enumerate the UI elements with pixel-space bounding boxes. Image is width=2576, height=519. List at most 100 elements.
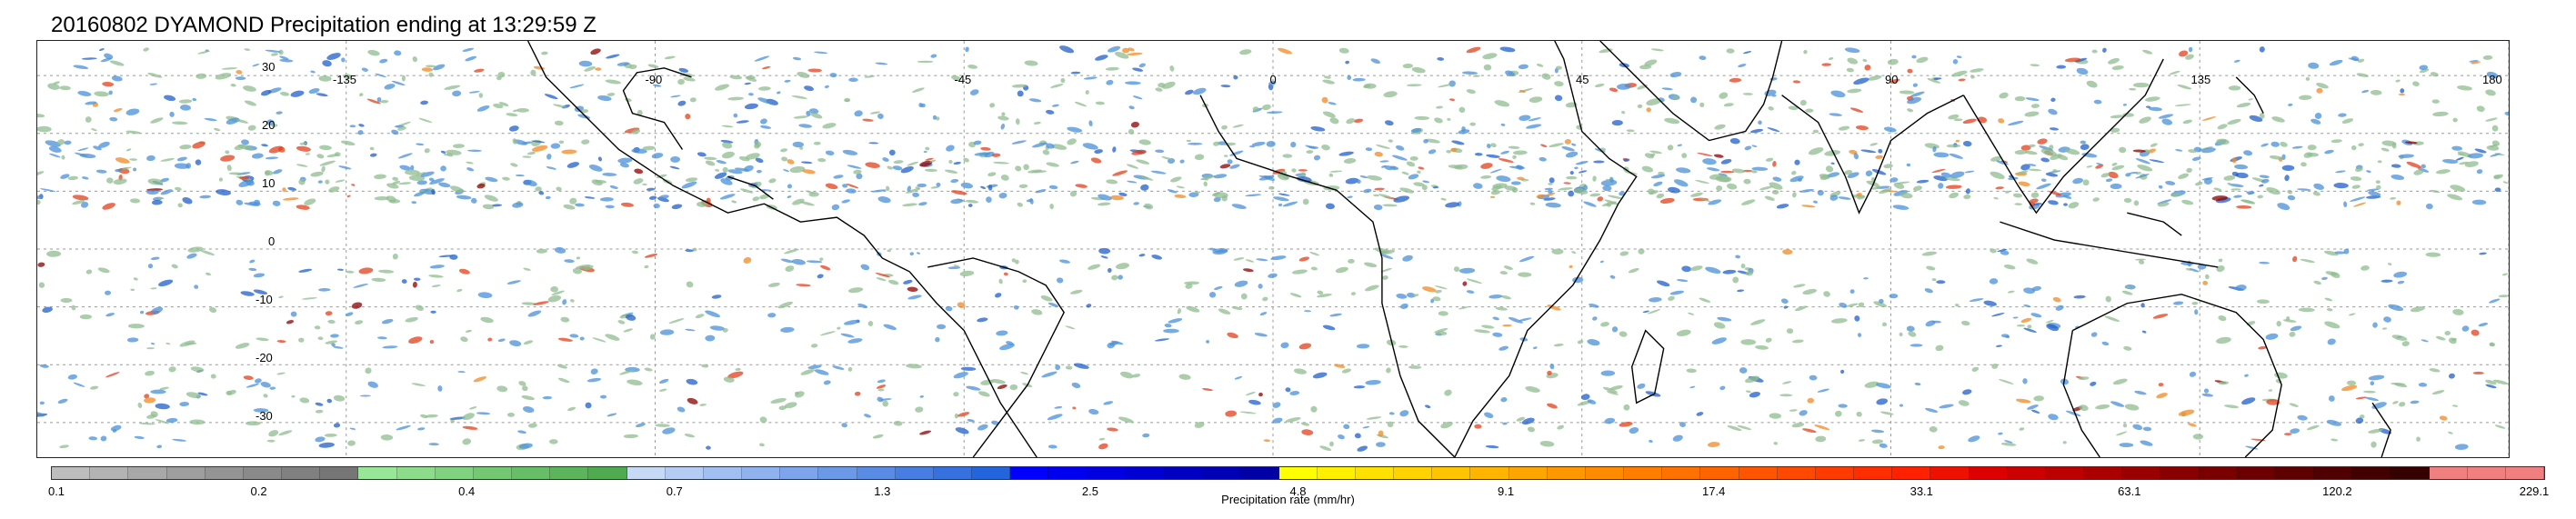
precip-cell [270, 53, 279, 56]
precip-cell [396, 424, 411, 431]
precip-cell [171, 121, 188, 125]
precip-cell [2046, 324, 2060, 332]
precip-cell [533, 65, 546, 70]
precip-cell [2135, 174, 2150, 179]
precip-cell [658, 378, 669, 384]
precip-cell [1448, 80, 1456, 87]
precip-cell [2259, 261, 2270, 264]
precip-cell [1245, 194, 1262, 197]
precip-cell [876, 277, 887, 282]
precip-cell [1440, 197, 1447, 201]
precip-cell [1765, 157, 1774, 162]
precip-cell [1854, 315, 1860, 322]
precip-cell [2033, 203, 2042, 205]
precip-cell [807, 68, 822, 73]
precip-cell [72, 200, 85, 205]
precip-cell [787, 195, 792, 198]
precip-cell [476, 412, 491, 415]
precip-cell [847, 366, 853, 372]
precip-cell [1527, 426, 1536, 433]
precip-cell [1263, 175, 1276, 181]
precip-cell [1611, 120, 1623, 126]
precip-cell [1695, 179, 1709, 185]
colorbar-swatch [320, 467, 359, 479]
precip-cell [1954, 304, 1960, 307]
precip-cell [823, 380, 831, 385]
precip-cell [1518, 272, 1532, 277]
precip-cell [1303, 310, 1312, 313]
precip-cell [2356, 73, 2369, 77]
precip-cell [506, 280, 521, 284]
precip-cell [609, 185, 618, 189]
precip-cell [1797, 177, 1802, 182]
precip-cell [1856, 193, 1862, 197]
precip-cell [365, 367, 372, 374]
precip-cell [2364, 396, 2379, 402]
precip-cell [2140, 440, 2153, 446]
precip-cell [2014, 149, 2028, 155]
precip-cell [906, 187, 921, 194]
precip-cell [735, 167, 750, 172]
precip-cell [1417, 170, 1421, 174]
precip-cell [677, 78, 685, 85]
precip-cell [1133, 202, 1139, 205]
precip-cell [2468, 153, 2484, 159]
precip-cell [2105, 178, 2113, 183]
precip-cell [590, 48, 601, 55]
precip-cell [1960, 320, 1970, 326]
precip-cell [2227, 118, 2241, 125]
precip-cell [1296, 175, 1312, 183]
precip-cell [1179, 159, 1185, 164]
precip-cell [1242, 268, 1254, 273]
precip-cell [2129, 172, 2139, 175]
precip-cell [1272, 196, 1289, 202]
precip-cell [998, 278, 1003, 284]
precip-cell [1952, 59, 1959, 65]
precip-cell [1231, 305, 1243, 311]
precip-cell [371, 277, 386, 282]
precip-cell [1681, 265, 1692, 273]
precip-cell [77, 147, 89, 152]
precip-cell [2186, 167, 2193, 174]
precip-cell [991, 379, 1006, 384]
precip-cell [491, 204, 503, 207]
precip-cell [578, 60, 593, 67]
precip-cell [1732, 276, 1739, 284]
precip-cell [366, 98, 381, 105]
precip-cell [1040, 294, 1053, 302]
precip-cell [1488, 294, 1503, 299]
precip-cell [935, 116, 940, 121]
precip-cell [261, 144, 268, 147]
precip-cell [1193, 87, 1207, 95]
precip-cell [110, 424, 122, 432]
precip-cell [2123, 345, 2132, 351]
precip-cell [1856, 411, 1862, 417]
precip-cell [253, 408, 269, 413]
precip-cell [1070, 71, 1081, 75]
precip-cell [829, 73, 837, 78]
precip-cell [1929, 426, 1938, 433]
precip-cell [1065, 325, 1076, 330]
precip-cell [1144, 203, 1154, 210]
precip-cell [1789, 409, 1798, 412]
precip-cell [1015, 259, 1019, 264]
precip-cell [792, 56, 802, 61]
precip-cell [969, 89, 979, 95]
precip-cell [631, 250, 638, 255]
precip-cell [670, 95, 681, 98]
precip-cell [545, 195, 551, 200]
precip-cell [831, 204, 840, 211]
precip-cell [1661, 87, 1673, 91]
precip-cell [1742, 51, 1752, 55]
precip-cell [1434, 117, 1443, 124]
precipitation-map[interactable] [36, 40, 2510, 458]
precip-cell [236, 199, 244, 205]
precip-cell [346, 195, 351, 198]
precip-cell [2401, 341, 2410, 346]
precip-cell [265, 156, 279, 160]
precip-cell [146, 189, 159, 195]
precip-cell [1740, 339, 1757, 345]
precip-cell [1802, 288, 1818, 295]
precip-cell [1270, 255, 1287, 261]
precip-cell [1749, 392, 1761, 398]
